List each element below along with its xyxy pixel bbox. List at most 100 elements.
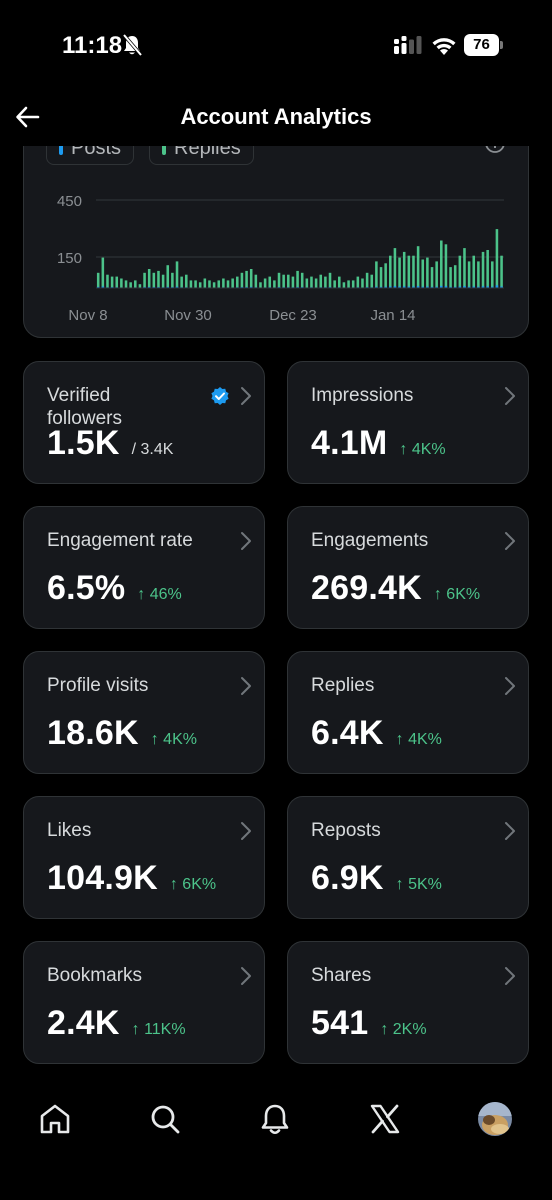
bar-replies — [143, 272, 146, 288]
metric-value-row: 1.5K / 3.4K — [47, 424, 173, 463]
metric-change: ↑ 4K% — [150, 731, 197, 748]
metric-label: Verified followers — [47, 385, 122, 429]
chevron-right-icon[interactable] — [240, 966, 252, 986]
bar-replies — [495, 229, 499, 288]
bar-replies — [101, 257, 105, 288]
bar-posts — [393, 286, 397, 288]
bar-replies — [375, 261, 378, 288]
bar-posts — [467, 286, 471, 288]
bar-replies — [300, 272, 304, 288]
metric-label: Replies — [311, 675, 375, 696]
bar-posts — [402, 286, 406, 288]
bar-replies — [189, 280, 193, 288]
chevron-right-icon[interactable] — [240, 676, 252, 696]
metric-card[interactable]: Bookmarks 2.4K ↑ 11K% — [23, 941, 265, 1064]
bell-icon[interactable] — [258, 1102, 292, 1136]
bar-replies — [120, 278, 123, 288]
bar-replies — [328, 272, 332, 288]
bar-replies — [351, 280, 355, 288]
wifi-icon — [432, 38, 456, 55]
status-bar: 11:18 76 — [0, 0, 552, 90]
metric-value: 269.4K — [311, 569, 422, 607]
bar-replies — [500, 255, 503, 288]
metric-card[interactable]: Likes 104.9K ↑ 6K% — [23, 796, 265, 919]
bar-replies — [240, 272, 244, 288]
bar-replies — [180, 276, 183, 288]
bar-posts — [398, 286, 401, 288]
metric-card[interactable]: Reposts 6.9K ↑ 5K% — [287, 796, 529, 919]
bar-replies — [268, 276, 272, 288]
metric-value-row: 2.4K ↑ 11K% — [47, 1004, 186, 1043]
bar-posts — [486, 286, 489, 288]
bar-posts — [412, 286, 415, 288]
bar-replies — [416, 246, 420, 288]
verified-badge-icon — [211, 387, 229, 405]
bar-posts — [440, 285, 443, 288]
metric-card[interactable]: Verified followers 1.5K / 3.4K — [23, 361, 265, 484]
metric-card[interactable]: Profile visits 18.6K ↑ 4K% — [23, 651, 265, 774]
bar-replies — [477, 261, 480, 288]
bar-replies — [421, 259, 425, 288]
metric-label: Profile visits — [47, 675, 149, 696]
metric-change: ↑ 46% — [137, 586, 182, 603]
bar-replies — [212, 282, 216, 288]
search-icon[interactable] — [148, 1102, 182, 1136]
chevron-right-icon[interactable] — [240, 821, 252, 841]
metric-value-row: 104.9K ↑ 6K% — [47, 859, 216, 898]
chevron-right-icon[interactable] — [504, 821, 516, 841]
home-icon[interactable] — [38, 1102, 72, 1136]
bar-replies — [245, 270, 248, 288]
metric-card[interactable]: Engagements 269.4K ↑ 6K% — [287, 506, 529, 629]
bar-replies — [147, 269, 151, 288]
bar-replies — [129, 282, 132, 288]
bar-posts — [481, 286, 485, 288]
chevron-right-icon[interactable] — [240, 531, 252, 551]
bar-replies — [370, 274, 374, 288]
metric-card[interactable]: Replies 6.4K ↑ 4K% — [287, 651, 529, 774]
metric-card[interactable]: Shares 541 ↑ 2K% — [287, 941, 529, 1064]
metric-value-row: 269.4K ↑ 6K% — [311, 569, 480, 608]
metric-change: ↑ 5K% — [395, 876, 442, 893]
bar-replies — [138, 284, 142, 288]
bar-replies — [263, 278, 267, 288]
chevron-right-icon[interactable] — [504, 676, 516, 696]
metric-card[interactable]: Impressions 4.1M ↑ 4K% — [287, 361, 529, 484]
metric-change: ↑ 6K% — [169, 876, 217, 893]
metric-label: Shares — [311, 965, 372, 986]
signal-icon — [394, 36, 422, 54]
bar-replies — [430, 267, 434, 288]
metric-label: Bookmarks — [47, 965, 143, 986]
bar-replies — [365, 272, 369, 288]
avatar[interactable] — [478, 1102, 512, 1136]
metric-card[interactable]: Engagement rate 6.5% ↑ 46% — [23, 506, 265, 629]
metric-value-row: 541 ↑ 2K% — [311, 1004, 427, 1043]
chart-area: Posts Replies 450 150 Nov 8 Nov 30 Dec 23 Jan… — [0, 0, 552, 340]
bar-posts — [491, 286, 494, 288]
x-logo-icon[interactable] — [368, 1102, 402, 1136]
bar-replies — [356, 276, 360, 288]
bar-posts — [458, 286, 462, 288]
bar-replies — [449, 267, 452, 288]
bar-posts — [175, 286, 179, 288]
chevron-right-icon[interactable] — [240, 386, 252, 406]
metric-label: Likes — [47, 820, 92, 841]
bar-posts — [166, 286, 170, 288]
chevron-right-icon[interactable] — [504, 386, 516, 406]
bar-posts — [426, 286, 429, 288]
bar-replies — [110, 276, 114, 288]
bar-replies — [203, 278, 207, 288]
bar-replies — [175, 261, 179, 288]
bar-replies — [379, 267, 383, 288]
metric-total: / 3.4K — [131, 441, 174, 458]
chevron-right-icon[interactable] — [504, 531, 516, 551]
metric-value: 541 — [311, 1004, 369, 1042]
back-arrow-icon[interactable] — [14, 104, 42, 130]
metric-change: ↑ 4K% — [399, 441, 446, 458]
x-tick-label: Nov 8 — [68, 307, 107, 324]
bar-posts — [430, 286, 434, 288]
bar-replies — [254, 274, 258, 288]
metric-value: 4.1M — [311, 424, 388, 462]
bar-replies — [134, 280, 137, 288]
bar-posts — [147, 286, 151, 288]
chevron-right-icon[interactable] — [504, 966, 516, 986]
